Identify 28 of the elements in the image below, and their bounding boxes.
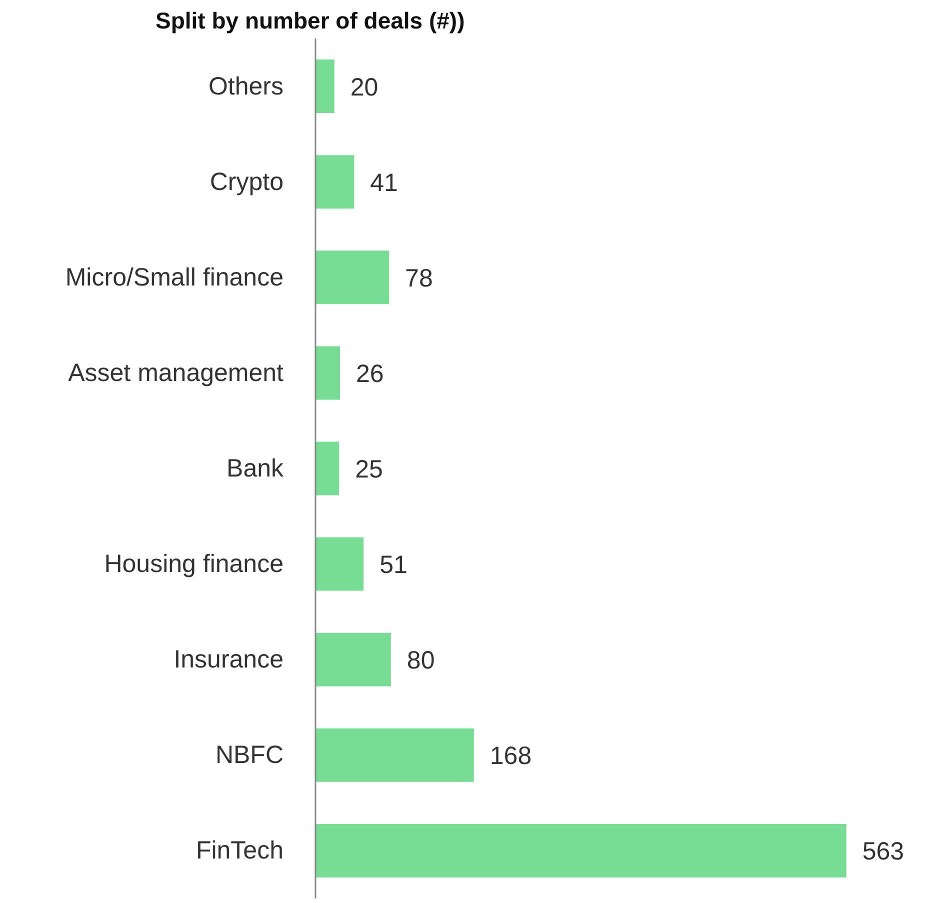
chart-title: Split by number of deals (#)) (156, 8, 465, 34)
y-tick-label: Insurance (174, 646, 284, 674)
y-tick-label: Asset management (68, 358, 284, 387)
data-label: 80 (406, 646, 435, 675)
y-tick-label: Crypto (210, 168, 284, 196)
data-label: 25 (355, 456, 383, 484)
bar (316, 442, 340, 496)
y-tick-label: Housing finance (104, 550, 284, 578)
bar (316, 155, 354, 209)
data-label: 563 (862, 838, 904, 866)
bar (316, 537, 364, 591)
data-label: 51 (380, 551, 408, 580)
data-label: 26 (356, 360, 384, 388)
y-tick-label: Bank (226, 454, 284, 482)
data-label: 168 (490, 742, 532, 770)
y-tick-label: Others (208, 72, 284, 100)
bar (316, 250, 390, 304)
data-label: 78 (405, 264, 433, 292)
data-label: 20 (350, 73, 378, 102)
bar (316, 632, 391, 686)
y-tick-label: FinTech (196, 836, 284, 865)
bar (316, 60, 334, 114)
bar (316, 728, 474, 782)
y-tick-label: NBFC (215, 741, 284, 770)
data-label: 41 (370, 168, 398, 197)
y-tick-label: Micro/Small finance (65, 263, 284, 292)
bar (316, 824, 846, 878)
bar (316, 346, 340, 400)
